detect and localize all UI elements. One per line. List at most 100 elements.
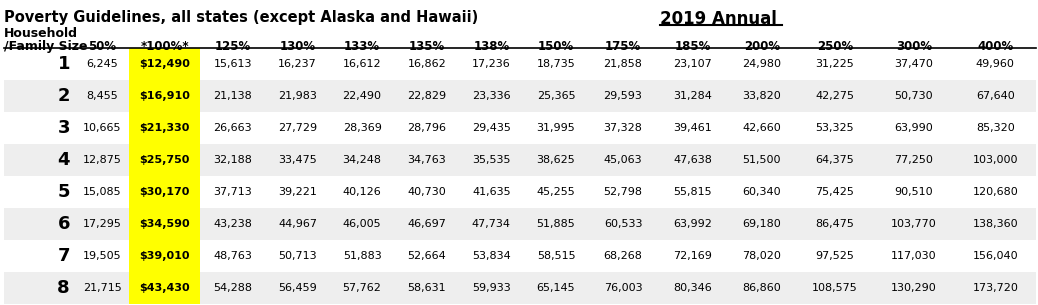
Text: 250%: 250%: [817, 40, 853, 53]
Text: 21,138: 21,138: [214, 91, 252, 101]
Text: $12,490: $12,490: [139, 59, 190, 69]
Text: 34,248: 34,248: [343, 155, 382, 165]
Text: 37,470: 37,470: [895, 59, 933, 69]
Text: 22,829: 22,829: [407, 91, 446, 101]
Text: 44,967: 44,967: [278, 219, 317, 229]
Bar: [4, 48, 1036, 80]
Text: 39,221: 39,221: [278, 187, 317, 197]
Text: 150%: 150%: [538, 40, 574, 53]
Text: 103,770: 103,770: [891, 219, 936, 229]
Text: 103,000: 103,000: [973, 155, 1018, 165]
Text: 27,729: 27,729: [278, 123, 317, 133]
Text: 33,820: 33,820: [742, 91, 782, 101]
Text: 90,510: 90,510: [895, 187, 933, 197]
Bar: [129, 208, 200, 240]
Text: 58,515: 58,515: [537, 251, 575, 261]
Text: 77,250: 77,250: [895, 155, 933, 165]
Text: 86,860: 86,860: [742, 283, 782, 293]
Text: Household: Household: [4, 27, 78, 40]
Bar: [4, 208, 1036, 240]
Text: 185%: 185%: [675, 40, 711, 53]
Text: 3: 3: [57, 119, 70, 137]
Text: 175%: 175%: [605, 40, 641, 53]
Bar: [4, 80, 1036, 112]
Text: 53,325: 53,325: [816, 123, 854, 133]
Bar: [4, 144, 1036, 176]
Text: 25,365: 25,365: [537, 91, 575, 101]
Text: 21,983: 21,983: [278, 91, 317, 101]
Text: 56,459: 56,459: [278, 283, 317, 293]
Text: 31,225: 31,225: [816, 59, 854, 69]
Bar: [129, 144, 200, 176]
Text: 42,275: 42,275: [816, 91, 854, 101]
Text: *100%*: *100%*: [140, 40, 189, 53]
Text: 15,085: 15,085: [83, 187, 121, 197]
Text: 18,735: 18,735: [537, 59, 575, 69]
Text: 29,593: 29,593: [603, 91, 643, 101]
Text: $21,330: $21,330: [139, 123, 190, 133]
Text: 200%: 200%: [744, 40, 780, 53]
Text: 50%: 50%: [88, 40, 116, 53]
Text: 47,734: 47,734: [472, 219, 511, 229]
Text: 67,640: 67,640: [976, 91, 1015, 101]
Bar: [4, 240, 1036, 272]
Text: 130%: 130%: [279, 40, 316, 53]
Text: 7: 7: [57, 247, 70, 265]
Text: 21,858: 21,858: [603, 59, 643, 69]
Text: 6: 6: [57, 215, 70, 233]
Text: $25,750: $25,750: [139, 155, 190, 165]
Text: 21,715: 21,715: [83, 283, 121, 293]
Text: 138%: 138%: [473, 40, 510, 53]
Text: $16,910: $16,910: [139, 91, 190, 101]
Text: 28,369: 28,369: [343, 123, 382, 133]
Text: 85,320: 85,320: [976, 123, 1015, 133]
Text: 57,762: 57,762: [343, 283, 382, 293]
Text: 42,660: 42,660: [742, 123, 782, 133]
Text: 45,255: 45,255: [537, 187, 575, 197]
Text: 108,575: 108,575: [812, 283, 857, 293]
Text: 41,635: 41,635: [472, 187, 511, 197]
Bar: [4, 272, 1036, 304]
Text: 300%: 300%: [896, 40, 932, 53]
Text: 37,328: 37,328: [603, 123, 643, 133]
Text: 34,763: 34,763: [407, 155, 446, 165]
Text: 86,475: 86,475: [816, 219, 854, 229]
Bar: [129, 272, 200, 304]
Text: 37,713: 37,713: [214, 187, 252, 197]
Text: 2019 Annual: 2019 Annual: [660, 10, 776, 28]
Text: 49,960: 49,960: [976, 59, 1015, 69]
Bar: [129, 176, 200, 208]
Text: /Family Size: /Family Size: [4, 40, 87, 53]
Text: 17,295: 17,295: [83, 219, 121, 229]
Text: 32,188: 32,188: [214, 155, 252, 165]
Text: 130,290: 130,290: [891, 283, 936, 293]
Text: 26,663: 26,663: [214, 123, 252, 133]
Text: 63,990: 63,990: [895, 123, 933, 133]
Text: 138,360: 138,360: [973, 219, 1018, 229]
Text: 60,533: 60,533: [604, 219, 643, 229]
Text: 16,612: 16,612: [343, 59, 381, 69]
Text: 40,730: 40,730: [407, 187, 446, 197]
Text: 31,284: 31,284: [673, 91, 712, 101]
Text: 52,664: 52,664: [407, 251, 446, 261]
Text: 125%: 125%: [215, 40, 251, 53]
Text: 51,885: 51,885: [537, 219, 575, 229]
Bar: [129, 80, 200, 112]
Text: 48,763: 48,763: [214, 251, 252, 261]
Text: 23,336: 23,336: [472, 91, 511, 101]
Text: 133%: 133%: [344, 40, 380, 53]
Text: 19,505: 19,505: [83, 251, 121, 261]
Text: 5: 5: [57, 183, 70, 201]
Text: 97,525: 97,525: [816, 251, 854, 261]
Text: 38,625: 38,625: [537, 155, 575, 165]
Text: Poverty Guidelines, all states (except Alaska and Hawaii): Poverty Guidelines, all states (except A…: [4, 10, 479, 25]
Text: $39,010: $39,010: [139, 251, 190, 261]
Text: 8: 8: [57, 279, 70, 297]
Bar: [129, 48, 200, 80]
Text: 45,063: 45,063: [604, 155, 643, 165]
Text: 117,030: 117,030: [891, 251, 936, 261]
Text: 80,346: 80,346: [673, 283, 712, 293]
Text: 54,288: 54,288: [213, 283, 252, 293]
Text: 47,638: 47,638: [673, 155, 712, 165]
Bar: [129, 240, 200, 272]
